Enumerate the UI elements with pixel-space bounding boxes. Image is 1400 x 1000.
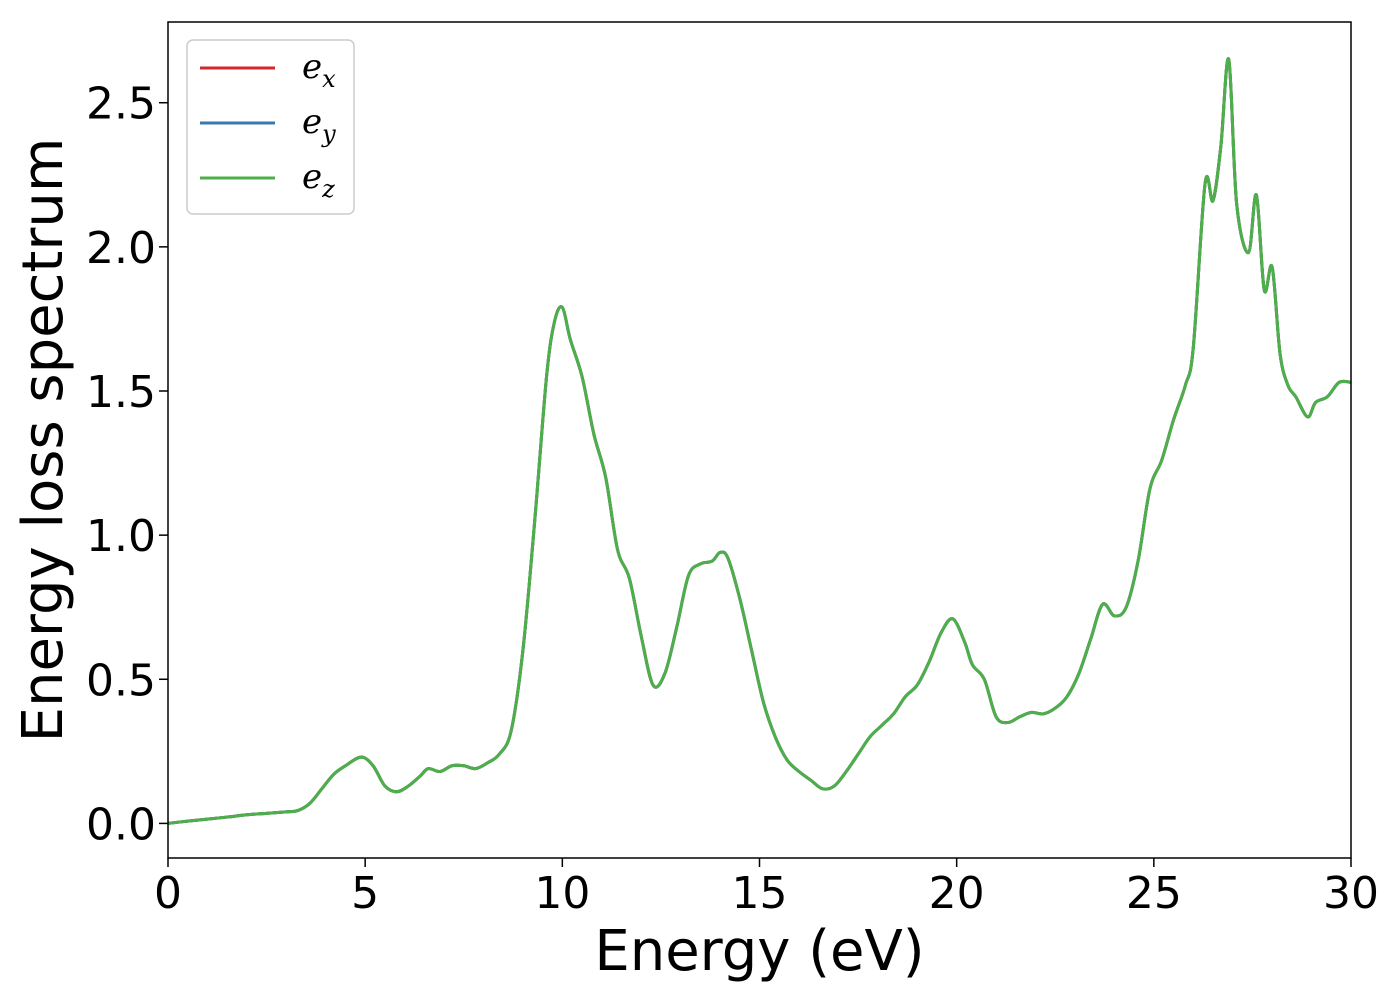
x-tick-label: 25	[1126, 868, 1182, 919]
y-tick-label: 0.5	[86, 655, 156, 706]
series-line-z	[168, 57, 1351, 825]
x-tick-label: 20	[929, 868, 985, 919]
x-tick-label: 0	[154, 868, 182, 919]
legend-entry-x: ex	[302, 47, 336, 93]
legend: ex ey ez	[186, 39, 355, 215]
y-tick-label: 2.0	[86, 223, 156, 274]
legend-box	[186, 39, 355, 215]
x-tick-label: 30	[1323, 868, 1379, 919]
y-tick-label: 1.5	[86, 367, 156, 418]
x-tick-label: 10	[534, 868, 590, 919]
x-tick-label: 15	[732, 868, 788, 919]
y-tick-label: 1.0	[86, 511, 156, 562]
y-axis-ticks: 0.0 0.5 1.0 1.5 2.0 2.5	[86, 79, 168, 850]
legend-entry-y: ey	[302, 102, 336, 148]
y-tick-label: 0.0	[86, 799, 156, 850]
y-axis-label: Energy loss spectrum	[11, 138, 76, 743]
y-tick-label: 2.5	[86, 79, 156, 130]
legend-entry-z: ez	[302, 157, 335, 203]
x-tick-label: 5	[351, 868, 379, 919]
data-lines	[168, 57, 1351, 825]
x-axis-ticks: 0 5 10 15 20 25 30	[154, 858, 1379, 919]
x-axis-label: Energy (eV)	[594, 919, 924, 984]
